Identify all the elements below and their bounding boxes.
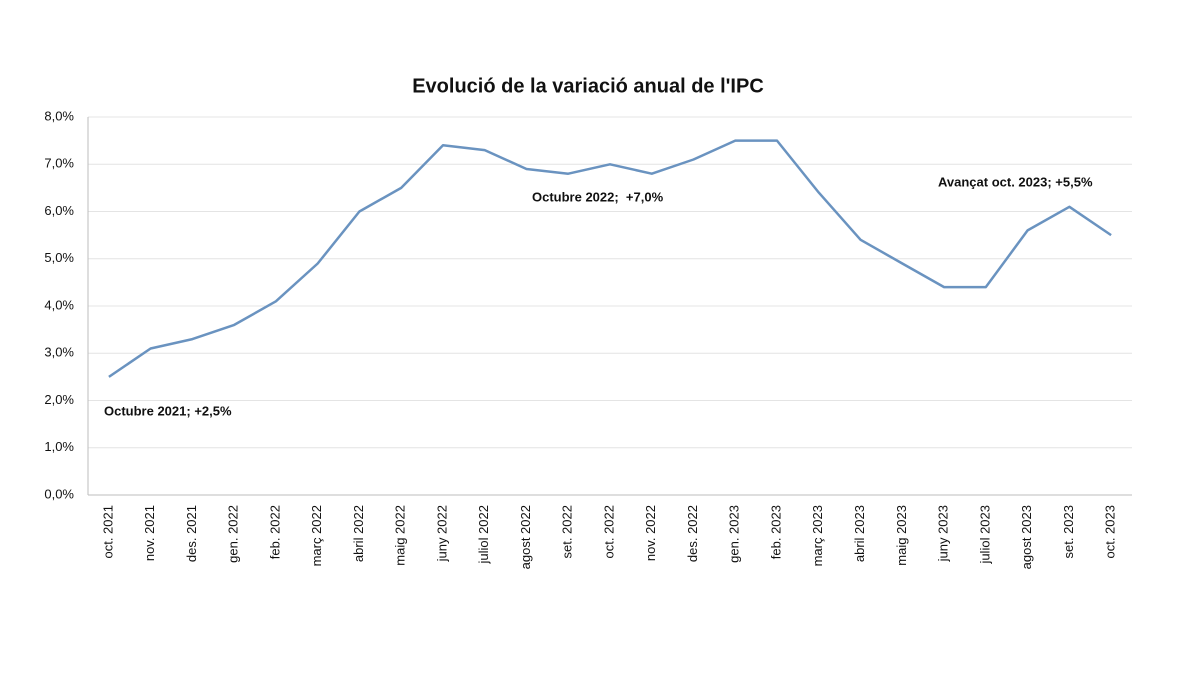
x-tick-label: juliol 2022 [476, 505, 491, 565]
x-tick-label: set. 2023 [1061, 505, 1076, 559]
x-tick-label: juny 2023 [936, 505, 951, 562]
x-tick-label: abril 2022 [351, 505, 366, 562]
x-tick-label: agost 2022 [518, 505, 533, 569]
y-tick-label: 2,0% [44, 392, 74, 407]
x-tick-label: des. 2022 [685, 505, 700, 562]
annotation: Octubre 2022; +7,0% [532, 189, 664, 204]
x-tick-label: abril 2023 [852, 505, 867, 562]
x-tick-label: maig 2022 [393, 505, 408, 566]
x-tick-label: març 2022 [309, 505, 324, 566]
x-tick-label: juny 2022 [434, 505, 449, 562]
x-tick-label: oct. 2022 [601, 505, 616, 559]
x-tick-label: feb. 2023 [768, 505, 783, 559]
x-tick-label: gen. 2022 [226, 505, 241, 563]
y-tick-label: 5,0% [44, 250, 74, 265]
y-tick-label: 4,0% [44, 297, 74, 312]
data-line [108, 139, 1112, 378]
x-tick-label: gen. 2023 [727, 505, 742, 563]
annotation: Octubre 2021; +2,5% [104, 403, 232, 418]
x-tick-label: feb. 2022 [267, 505, 282, 559]
x-tick-label: nov. 2022 [643, 505, 658, 561]
y-tick-label: 6,0% [44, 203, 74, 218]
x-tick-label: des. 2021 [184, 505, 199, 562]
y-tick-label: 7,0% [44, 156, 74, 171]
annotation: Avançat oct. 2023; +5,5% [938, 174, 1093, 189]
x-tick-label: març 2023 [810, 505, 825, 566]
x-tick-label: nov. 2021 [142, 505, 157, 561]
x-tick-label: oct. 2023 [1103, 505, 1118, 559]
y-tick-label: 8,0% [44, 108, 74, 123]
x-tick-label: maig 2023 [894, 505, 909, 566]
y-tick-label: 3,0% [44, 345, 74, 360]
x-tick-label: oct. 2021 [100, 505, 115, 559]
y-tick-label: 0,0% [44, 486, 74, 501]
chart-title: Evolució de la variació anual de l'IPC [412, 75, 764, 97]
x-tick-label: agost 2023 [1019, 505, 1034, 569]
x-tick-label: juliol 2023 [977, 505, 992, 565]
x-tick-label: set. 2022 [560, 505, 575, 559]
y-tick-label: 1,0% [44, 439, 74, 454]
